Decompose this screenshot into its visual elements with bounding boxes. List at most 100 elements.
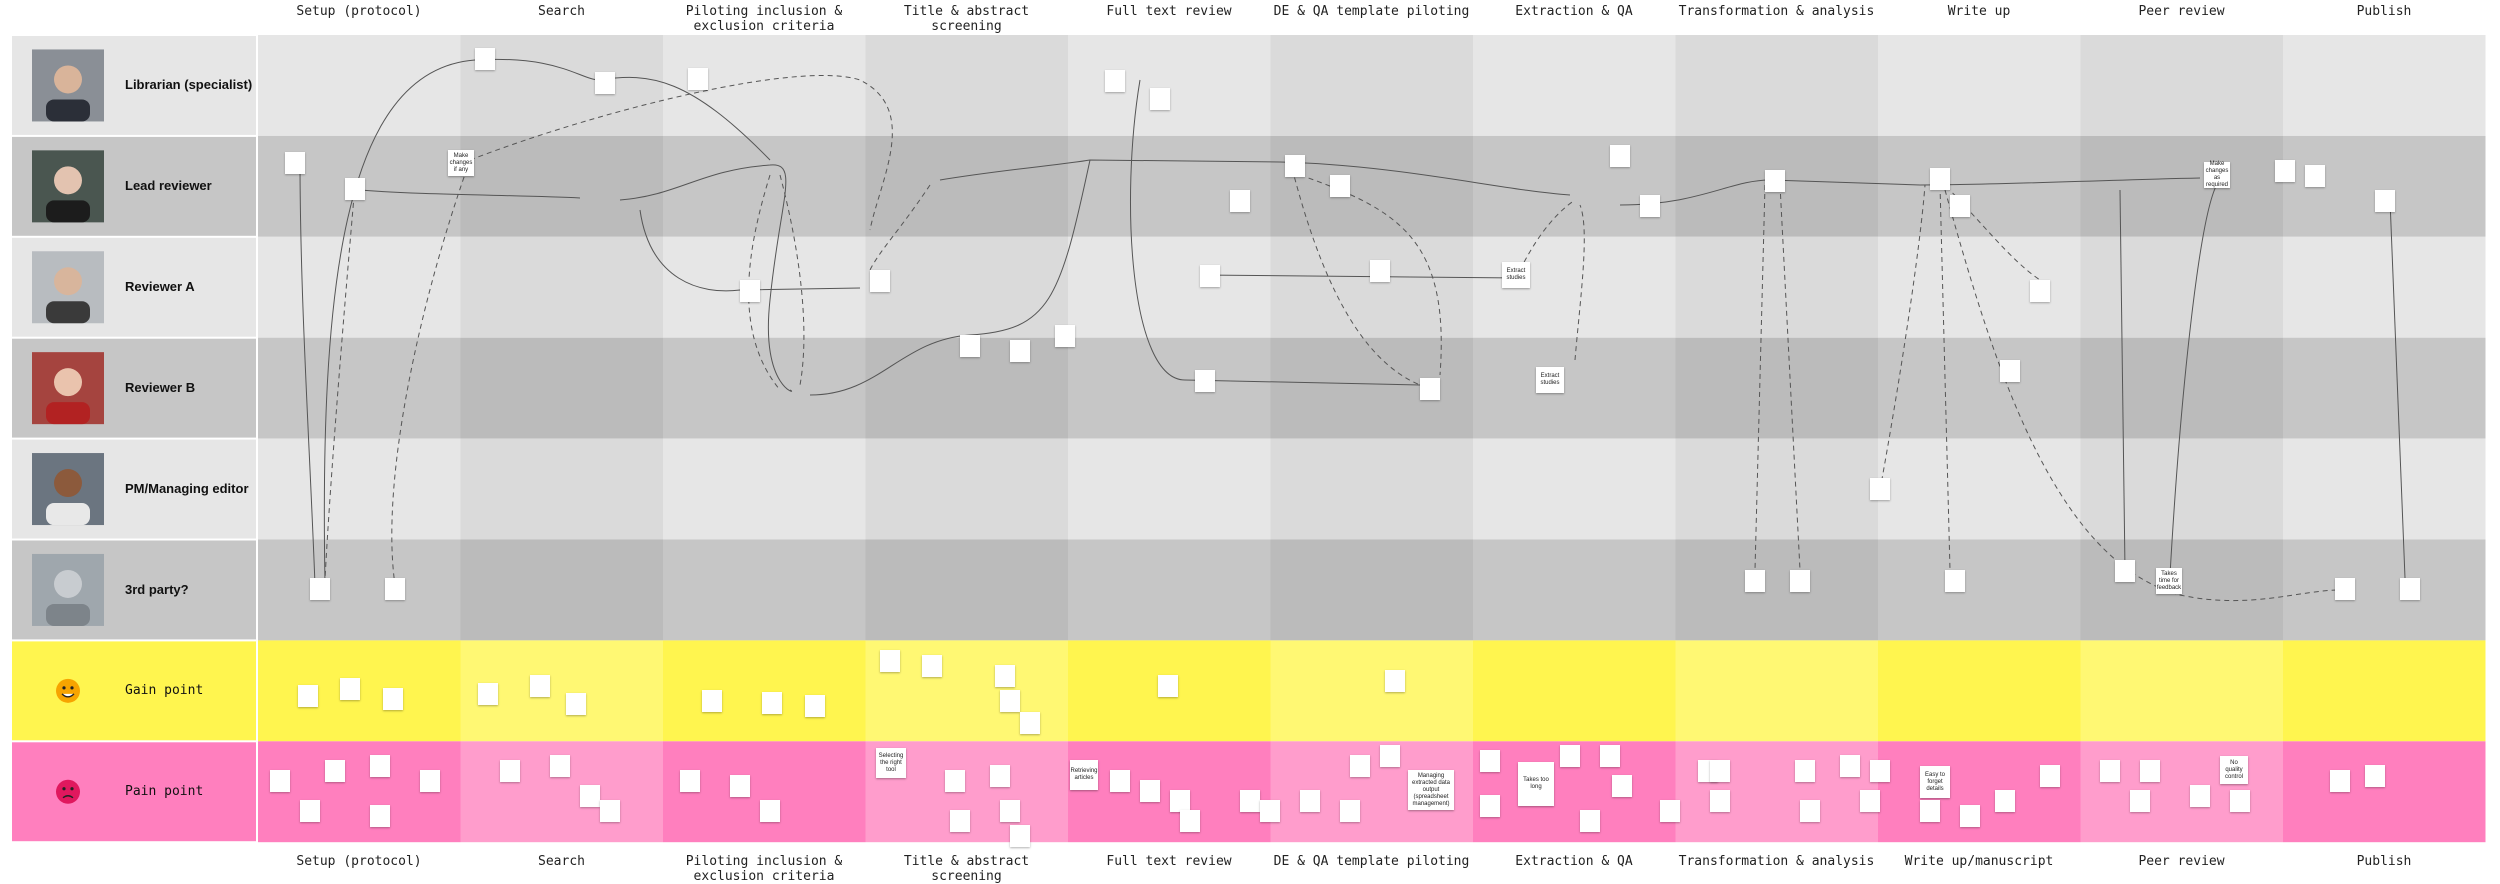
lane-cell xyxy=(1473,438,1676,540)
sticky-note xyxy=(1612,775,1632,797)
sticky-note xyxy=(500,760,520,782)
sticky-note: Make changes as required xyxy=(2204,161,2230,188)
sticky-note xyxy=(1950,195,1970,217)
sticky-note xyxy=(1560,745,1580,767)
sticky-note xyxy=(475,48,495,70)
lane-cell xyxy=(865,438,1068,540)
sticky-note xyxy=(1110,770,1130,792)
arrow xyxy=(1574,204,1585,361)
lane-cell xyxy=(1473,135,1676,237)
column-footer: Peer review xyxy=(2138,854,2225,870)
sticky-note xyxy=(1480,750,1500,772)
sticky-note xyxy=(1158,675,1178,697)
sticky-note xyxy=(2275,160,2295,182)
avatar-body xyxy=(46,603,90,626)
lane-cell xyxy=(1473,35,1676,136)
arrow xyxy=(1879,184,1926,491)
arrow xyxy=(809,159,1091,396)
sticky-note xyxy=(995,665,1015,687)
arrow xyxy=(391,159,471,586)
avatar-body xyxy=(46,200,90,223)
sticky-note xyxy=(2100,760,2120,782)
column-header: Piloting inclusion & exclusion criteria xyxy=(685,4,843,34)
sticky-note xyxy=(1370,260,1390,282)
sticky-note xyxy=(1180,810,1200,832)
lane-cell xyxy=(1878,337,2081,439)
sticky-note xyxy=(2305,165,2325,187)
sticky-note xyxy=(950,810,970,832)
avatar-head xyxy=(54,368,82,397)
arrow xyxy=(324,184,356,581)
sticky-note: Extract studies xyxy=(1502,262,1530,288)
avatar-body xyxy=(46,503,90,526)
arrow xyxy=(299,159,316,586)
sticky-note xyxy=(2030,280,2050,302)
sticky-note xyxy=(1800,800,1820,822)
emoji-eye xyxy=(62,686,66,690)
sticky-note: Takes time for feedback xyxy=(2156,568,2182,594)
lane-cell xyxy=(258,438,461,540)
column-header: Transformation & analysis xyxy=(1678,4,1875,19)
lane-cell xyxy=(2283,438,2486,540)
sticky-note xyxy=(1765,170,1785,192)
sticky-note xyxy=(1140,780,1160,802)
lane-cell xyxy=(1068,236,1271,338)
lane-cell xyxy=(865,135,1068,237)
arrow xyxy=(1619,177,2201,206)
sticky-note xyxy=(1580,810,1600,832)
column-header: Setup (protocol) xyxy=(296,4,422,19)
column-header: Write up xyxy=(1947,4,2011,19)
sticky-note xyxy=(1870,760,1890,782)
emoji-mouth xyxy=(62,795,74,799)
sticky-note xyxy=(1610,145,1630,167)
sticky-note xyxy=(1710,760,1730,782)
sticky-note xyxy=(1480,795,1500,817)
sticky-note xyxy=(1385,670,1405,692)
column-header: Publish xyxy=(2356,4,2412,19)
sticky-note xyxy=(2130,790,2150,812)
avatar-head xyxy=(54,569,82,598)
sticky-note xyxy=(1790,570,1810,592)
emoji-face xyxy=(56,779,80,804)
sticky-note xyxy=(2115,560,2135,582)
avatar-head xyxy=(54,166,82,195)
lane-cell xyxy=(1270,35,1473,136)
lane-cell xyxy=(2283,35,2486,136)
sticky-note xyxy=(566,693,586,715)
lane-cell xyxy=(1473,640,1676,742)
lane-cell xyxy=(1473,337,1676,439)
arrow xyxy=(323,58,601,586)
column-header: Peer review xyxy=(2138,4,2225,19)
sticky-note xyxy=(1380,745,1400,767)
column-header: DE & QA template piloting xyxy=(1273,4,1470,19)
sticky-note xyxy=(1640,195,1660,217)
sticky-note xyxy=(298,685,318,707)
lane-cell xyxy=(1675,539,1878,641)
sticky-note xyxy=(730,775,750,797)
arrow xyxy=(359,189,581,199)
column-footer: Full text review xyxy=(1106,854,1232,870)
sticky-note xyxy=(1010,340,1030,362)
sticky-note xyxy=(1660,800,1680,822)
sticky-note xyxy=(1600,745,1620,767)
lane-cell xyxy=(1675,640,1878,742)
sticky-note: Easy to forget details xyxy=(1920,766,1950,798)
sticky-note: Extract studies xyxy=(1536,367,1564,393)
lane-label: Pain point xyxy=(125,783,204,799)
sticky-note: No quality control xyxy=(2220,756,2248,784)
arrow xyxy=(869,184,931,271)
sticky-note xyxy=(1945,570,1965,592)
sticky-note xyxy=(2190,785,2210,807)
sticky-note xyxy=(805,695,825,717)
lane-cell xyxy=(663,236,866,338)
lane-cell xyxy=(1878,135,2081,237)
lane-cell xyxy=(1068,539,1271,641)
sticky-note xyxy=(1000,800,1020,822)
arrow xyxy=(1944,189,2341,602)
sticky-note xyxy=(680,770,700,792)
emoji-eye xyxy=(70,686,74,690)
arrow xyxy=(1939,184,1951,571)
sticky-note xyxy=(960,335,980,357)
avatar-head xyxy=(54,469,82,498)
